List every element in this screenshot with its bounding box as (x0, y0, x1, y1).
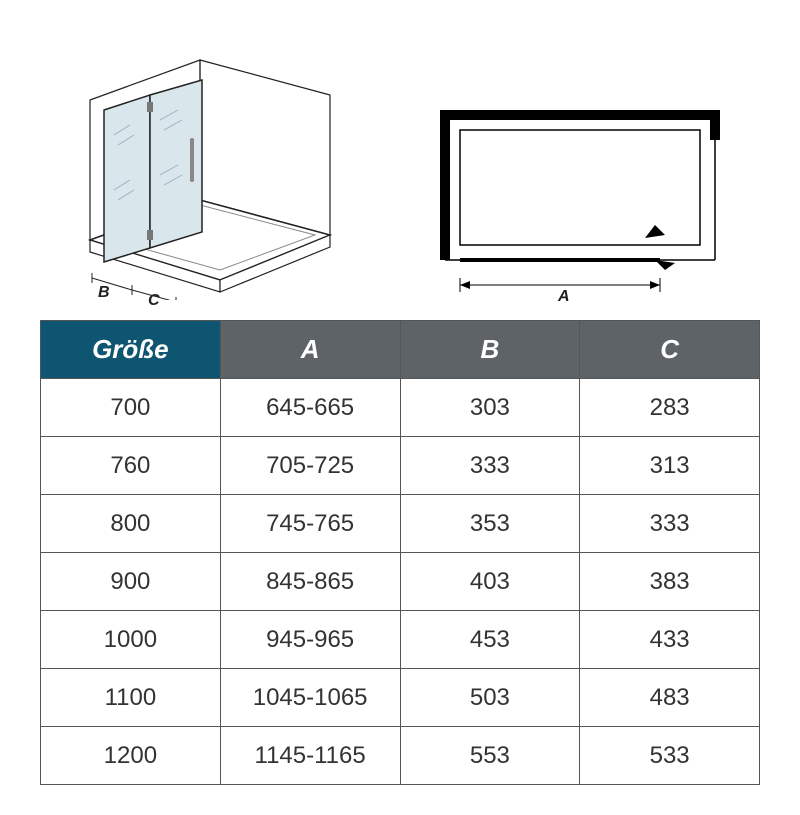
plan-label-a: A (558, 288, 570, 306)
cell: 503 (400, 669, 580, 727)
plan-diagram: A (430, 100, 730, 300)
plan-svg (430, 100, 730, 310)
cell: 760 (41, 437, 221, 495)
cell: 333 (580, 495, 760, 553)
table-row: 1000 945-965 453 433 (41, 611, 760, 669)
table-row: 900 845-865 403 383 (41, 553, 760, 611)
iso-svg (70, 40, 370, 300)
cell: 483 (580, 669, 760, 727)
table-header-row: Größe A B C (41, 321, 760, 379)
cell: 1200 (41, 727, 221, 785)
cell: 433 (580, 611, 760, 669)
cell: 553 (400, 727, 580, 785)
cell: 533 (580, 727, 760, 785)
table-row: 760 705-725 333 313 (41, 437, 760, 495)
dimension-table: Größe A B C 700 645-665 303 283 760 705-… (40, 320, 760, 785)
cell: 303 (400, 379, 580, 437)
cell: 403 (400, 553, 580, 611)
col-header-b: B (400, 321, 580, 379)
table-row: 700 645-665 303 283 (41, 379, 760, 437)
cell: 1100 (41, 669, 221, 727)
cell: 705-725 (220, 437, 400, 495)
cell: 353 (400, 495, 580, 553)
table-body: 700 645-665 303 283 760 705-725 333 313 … (41, 379, 760, 785)
cell: 700 (41, 379, 221, 437)
cell: 283 (580, 379, 760, 437)
col-header-size: Größe (41, 321, 221, 379)
col-header-c: C (580, 321, 760, 379)
cell: 945-965 (220, 611, 400, 669)
iso-label-c: C (148, 292, 160, 310)
iso-diagram: B C (70, 40, 370, 300)
cell: 313 (580, 437, 760, 495)
cell: 1045-1065 (220, 669, 400, 727)
col-header-a: A (220, 321, 400, 379)
table-row: 1100 1045-1065 503 483 (41, 669, 760, 727)
cell: 383 (580, 553, 760, 611)
cell: 1000 (41, 611, 221, 669)
iso-label-b: B (98, 284, 110, 302)
table-row: 800 745-765 353 333 (41, 495, 760, 553)
cell: 845-865 (220, 553, 400, 611)
cell: 800 (41, 495, 221, 553)
cell: 745-765 (220, 495, 400, 553)
cell: 1145-1165 (220, 727, 400, 785)
table-row: 1200 1145-1165 553 533 (41, 727, 760, 785)
diagram-row: B C A (0, 0, 800, 310)
dimension-table-wrap: Größe A B C 700 645-665 303 283 760 705-… (0, 310, 800, 815)
cell: 333 (400, 437, 580, 495)
cell: 900 (41, 553, 221, 611)
cell: 645-665 (220, 379, 400, 437)
cell: 453 (400, 611, 580, 669)
